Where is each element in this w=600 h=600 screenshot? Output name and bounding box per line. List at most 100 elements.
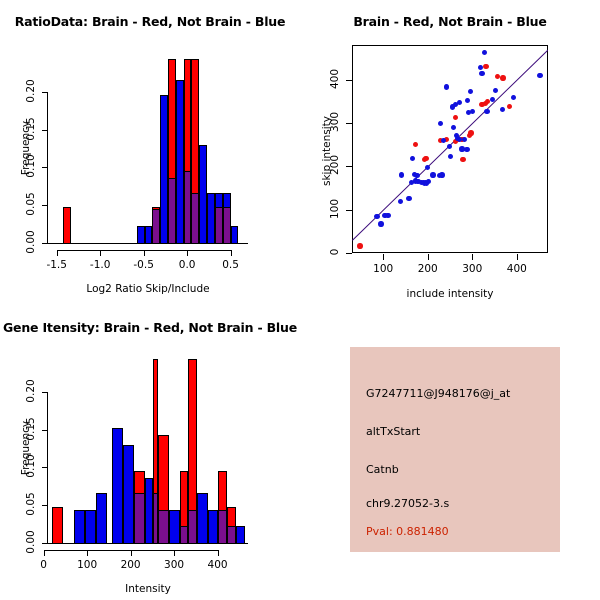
scatter-point — [466, 109, 472, 115]
x-axis-tick-label: 400 — [207, 559, 228, 571]
x-axis-tick — [217, 550, 219, 556]
scatter-point — [439, 172, 445, 178]
y-axis-tick — [346, 79, 352, 81]
histogram-bar — [62, 206, 71, 244]
scatter-point — [460, 156, 466, 162]
panel-ratio-histogram: RatioData: Brain - Red, Not Brain - Blue… — [0, 0, 300, 300]
x-axis-tick — [516, 254, 518, 260]
scatter-point — [450, 124, 457, 130]
y-axis-tick-label: 0.05 — [25, 492, 37, 516]
histogram-bar — [84, 509, 96, 544]
histogram-bar — [160, 95, 168, 244]
y-axis-tick — [42, 467, 48, 469]
scatter-title: Brain - Red, Not Brain - Blue — [353, 14, 547, 29]
histogram-bar — [183, 58, 192, 173]
histogram-bar-overlap — [226, 526, 237, 544]
x-axis-tick — [472, 254, 474, 260]
scatter-point — [453, 132, 459, 138]
info-gene-symbol: Catnb — [366, 463, 399, 476]
y-axis-tick-label: 300 — [329, 111, 341, 133]
y-axis-tick-label: 0.05 — [25, 192, 37, 216]
histogram-bar — [169, 509, 181, 544]
histogram-bar-overlap — [217, 509, 227, 544]
y-axis-tick-label: 0 — [329, 248, 341, 256]
histogram-bar — [191, 58, 200, 195]
histogram-bar — [199, 144, 208, 244]
scatter-point — [456, 136, 462, 143]
info-locus: chr9.27052-3.s — [366, 497, 450, 510]
scatter-point — [467, 89, 474, 95]
scatter-point — [459, 146, 465, 152]
histogram-bar — [144, 478, 154, 544]
scatter-point — [450, 104, 456, 110]
histogram-bar — [112, 428, 124, 544]
scatter-point — [446, 143, 452, 149]
histogram-bar-overlap — [152, 209, 161, 244]
scatter-point — [479, 71, 485, 77]
y-axis-line — [47, 391, 48, 543]
x-axis-tick — [56, 250, 58, 256]
x-axis-tick-label: 300 — [462, 263, 483, 275]
scatter-point — [423, 155, 429, 162]
ratio-histogram-xlabel: Log2 Ratio Skip/Include — [86, 283, 210, 295]
histogram-bar — [123, 444, 135, 544]
scatter-point — [430, 172, 436, 178]
scatter-point — [464, 147, 470, 153]
histogram-bar — [74, 509, 85, 544]
x-axis-tick-label: 100 — [77, 559, 98, 571]
scatter-point — [492, 87, 499, 94]
scatter-point — [479, 102, 485, 108]
scatter-point — [441, 137, 447, 143]
scatter-point — [444, 84, 450, 90]
scatter-plot-area — [352, 45, 548, 253]
histogram-baseline — [48, 243, 248, 244]
scatter-point — [499, 106, 506, 113]
x-axis-tick — [43, 550, 45, 556]
y-axis-tick-label: 0.10 — [25, 454, 37, 479]
ratio-histogram-title: RatioData: Brain - Red, Not Brain - Blue — [14, 14, 286, 29]
y-axis-tick — [42, 429, 48, 431]
y-axis-line — [47, 91, 48, 243]
x-axis-tick — [383, 254, 385, 260]
scatter-point — [437, 137, 443, 143]
scatter-point — [462, 136, 468, 143]
scatter-point — [452, 115, 458, 121]
y-axis-tick-label: 400 — [329, 68, 341, 89]
y-axis-tick-label: 0.10 — [25, 154, 37, 179]
x-axis-tick — [143, 250, 145, 256]
y-axis-tick-label: 0.15 — [25, 117, 37, 141]
info-pval: Pval: 0.881480 — [366, 525, 449, 538]
scatter-point — [510, 95, 516, 101]
x-axis-tick-label: -1.5 — [46, 259, 67, 271]
x-axis-tick — [187, 250, 189, 256]
histogram-bar — [95, 493, 107, 544]
histogram-bar — [222, 193, 231, 208]
y-axis-tick-label: 0.20 — [25, 379, 37, 403]
info-event-type: altTxStart — [366, 425, 421, 438]
y-axis-tick — [346, 166, 352, 168]
scatter-point — [469, 108, 475, 114]
scatter-point — [468, 130, 474, 136]
x-axis-tick-label: -0.5 — [133, 259, 154, 271]
histogram-bar — [217, 471, 227, 511]
y-axis-tick-label: 200 — [329, 155, 341, 176]
gene-histogram-title: Gene Itensity: Brain - Red, Not Brain - … — [3, 320, 297, 335]
y-axis-tick — [42, 205, 48, 207]
scatter-point — [452, 102, 458, 108]
y-axis-tick — [42, 543, 48, 544]
scatter-point — [357, 243, 363, 249]
scatter-point — [459, 136, 465, 143]
x-axis-tick-label: 200 — [417, 263, 438, 275]
scatter-point — [483, 64, 489, 70]
panel-scatter: Brain - Red, Not Brain - Blue skip inten… — [300, 0, 600, 300]
x-axis-tick-label: 300 — [164, 559, 185, 571]
scatter-point — [444, 136, 450, 143]
histogram-bar — [230, 226, 239, 244]
histogram-bar-overlap — [183, 171, 192, 244]
scatter-point — [412, 178, 418, 184]
scatter-point — [382, 213, 388, 219]
x-axis-tick — [230, 250, 232, 256]
x-axis-tick-label: 200 — [120, 559, 141, 571]
x-axis-tick — [427, 254, 429, 260]
scatter-point — [409, 155, 416, 162]
